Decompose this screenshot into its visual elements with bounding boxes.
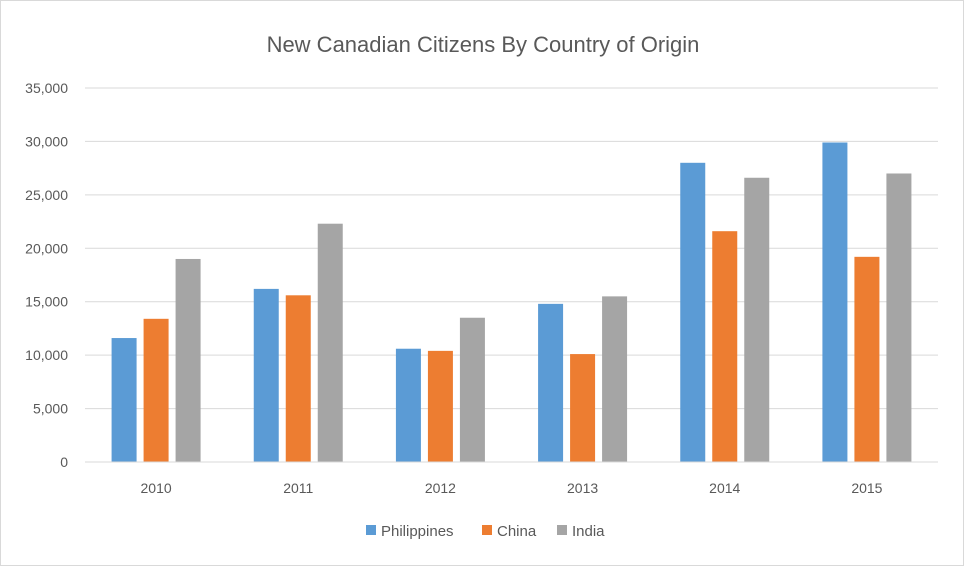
bar-india-2013 (602, 296, 628, 462)
bar-india-2010 (175, 258, 201, 462)
y-tick-label-3: 15,000 (25, 294, 68, 310)
x-tick-label-2013: 2013 (567, 480, 598, 496)
bar-philippines-2013 (538, 303, 564, 462)
bar-philippines-2012 (395, 348, 421, 462)
bar-philippines-2014 (680, 162, 706, 463)
y-tick-label-0: 0 (60, 454, 68, 470)
bar-philippines-2015 (822, 142, 848, 463)
bar-china-2013 (570, 354, 596, 462)
legend-label-india: India (572, 523, 605, 540)
y-tick-label-7: 35,000 (25, 80, 68, 96)
bar-philippines-2010 (111, 338, 137, 462)
bar-china-2015 (854, 256, 880, 462)
bars (111, 142, 912, 463)
y-tick-label-2: 10,000 (25, 347, 68, 363)
gridlines (85, 87, 938, 410)
bar-india-2015 (886, 173, 912, 462)
legend: Philippines China India (366, 523, 605, 540)
chart-title: New Canadian Citizens By Country of Orig… (267, 32, 700, 57)
bar-china-2014 (712, 231, 738, 462)
bar-china-2012 (427, 350, 453, 462)
legend-label-china: China (497, 523, 537, 540)
x-axis: 2010 2011 2012 2013 2014 2015 (85, 461, 938, 496)
y-tick-label-1: 5,000 (33, 401, 68, 417)
bar-china-2010 (143, 318, 169, 462)
y-axis: 0 5,000 10,000 15,000 20,000 25,000 30,000 35,0… (25, 80, 68, 470)
y-tick-label-5: 25,000 (25, 187, 68, 203)
y-tick-label-6: 30,000 (25, 133, 68, 149)
x-tick-label-2012: 2012 (425, 480, 456, 496)
bar-india-2014 (744, 177, 770, 462)
bar-india-2011 (317, 223, 343, 462)
legend-swatch-china (482, 525, 492, 535)
bar-china-2011 (285, 295, 311, 462)
y-tick-label-4: 20,000 (25, 240, 68, 256)
x-tick-label-2011: 2011 (283, 480, 313, 496)
x-tick-label-2014: 2014 (709, 480, 740, 496)
x-tick-label-2015: 2015 (851, 480, 882, 496)
x-tick-label-2010: 2010 (141, 480, 172, 496)
legend-swatch-india (557, 525, 567, 535)
legend-label-philippines: Philippines (381, 523, 454, 540)
bar-philippines-2011 (253, 288, 279, 462)
legend-swatch-philippines (366, 525, 376, 535)
bar-india-2012 (459, 317, 485, 462)
